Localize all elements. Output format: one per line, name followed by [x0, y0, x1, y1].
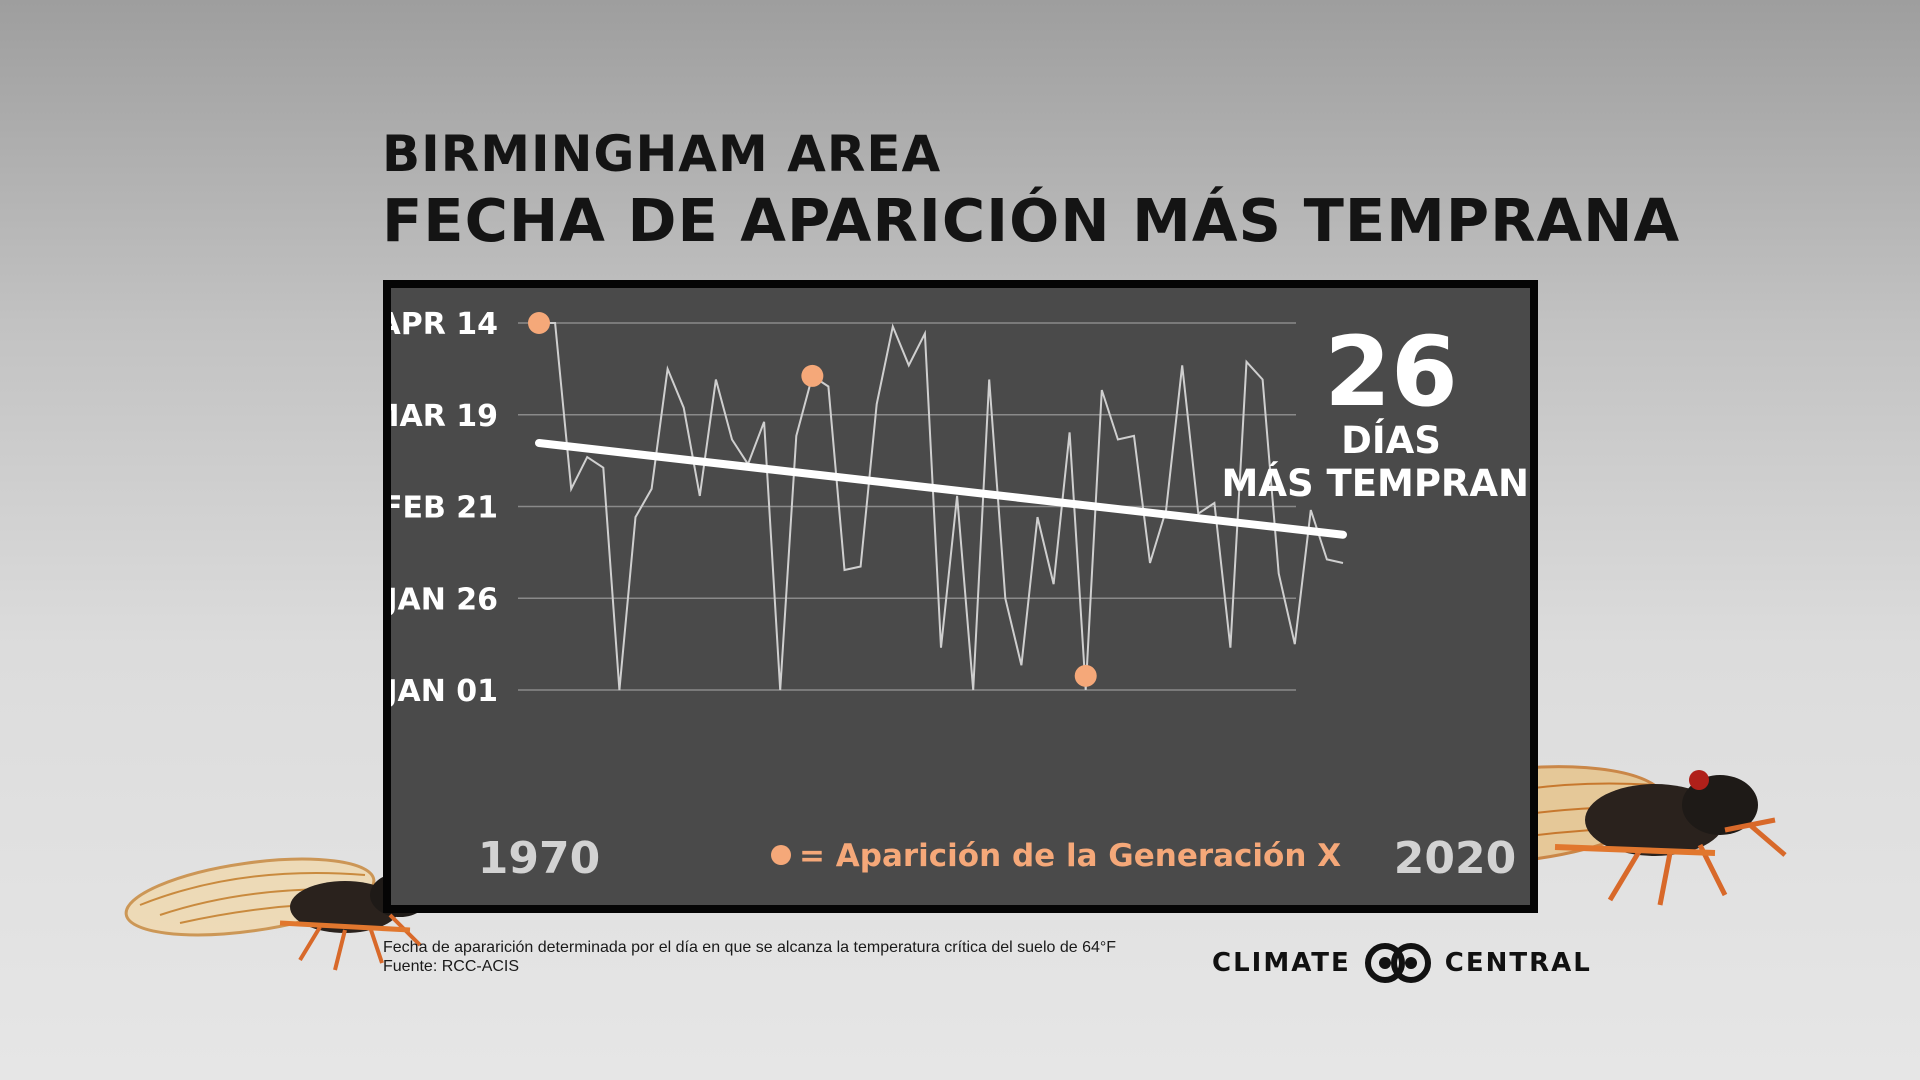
y-tick-labels: APR 14 MAR 19 FEB 21 JAN 26 JAN 01	[391, 307, 498, 709]
highlight-layer	[528, 312, 1097, 687]
y-tick-label: APR 14	[391, 307, 498, 342]
highlight-point	[1074, 664, 1097, 687]
footnote-method: Fecha de apararición determinada por el …	[383, 939, 1117, 956]
legend-marker	[771, 845, 791, 865]
highlight-point	[801, 364, 824, 387]
highlight-point	[528, 312, 550, 334]
callout-line2: MÁS TEMPRANO	[1222, 461, 1530, 505]
footnote-source: Fuente: RCC-ACIS	[383, 958, 520, 975]
chart-title-line1: BIRMINGHAM AREA	[382, 125, 942, 183]
series-line	[539, 322, 1344, 691]
legend-label: = Aparición de la Generación X	[799, 838, 1341, 874]
logo-text-right: CENTRAL	[1444, 948, 1592, 978]
y-tick-label: MAR 19	[391, 399, 498, 434]
trend-layer	[535, 438, 1347, 539]
cicada-left-illustration	[124, 857, 430, 971]
y-tick-label: JAN 26	[391, 582, 498, 617]
callout-line1: DÍAS	[1341, 418, 1441, 462]
climate-central-logo: CLIMATE CENTRAL	[1212, 941, 1592, 985]
callout-number: 26	[1324, 316, 1458, 428]
trend-line	[535, 438, 1347, 539]
series-layer	[539, 322, 1344, 691]
chart-panel: APR 14 MAR 19 FEB 21 JAN 26 JAN 01 1970 2020…	[383, 280, 1538, 913]
chart-svg: APR 14 MAR 19 FEB 21 JAN 26 JAN 01 1970 2020…	[391, 307, 1530, 884]
x-start-label: 1970	[478, 833, 600, 884]
y-tick-label: FEB 21	[391, 491, 498, 526]
y-tick-label: JAN 01	[391, 674, 498, 709]
logo-text-left: CLIMATE	[1212, 948, 1351, 978]
logo-mark-icon	[1364, 943, 1431, 983]
chart-title-line2: FECHA DE APARICIÓN MÁS TEMPRANA	[382, 186, 1681, 255]
gridlines	[518, 322, 1296, 691]
x-end-label: 2020	[1394, 833, 1516, 884]
